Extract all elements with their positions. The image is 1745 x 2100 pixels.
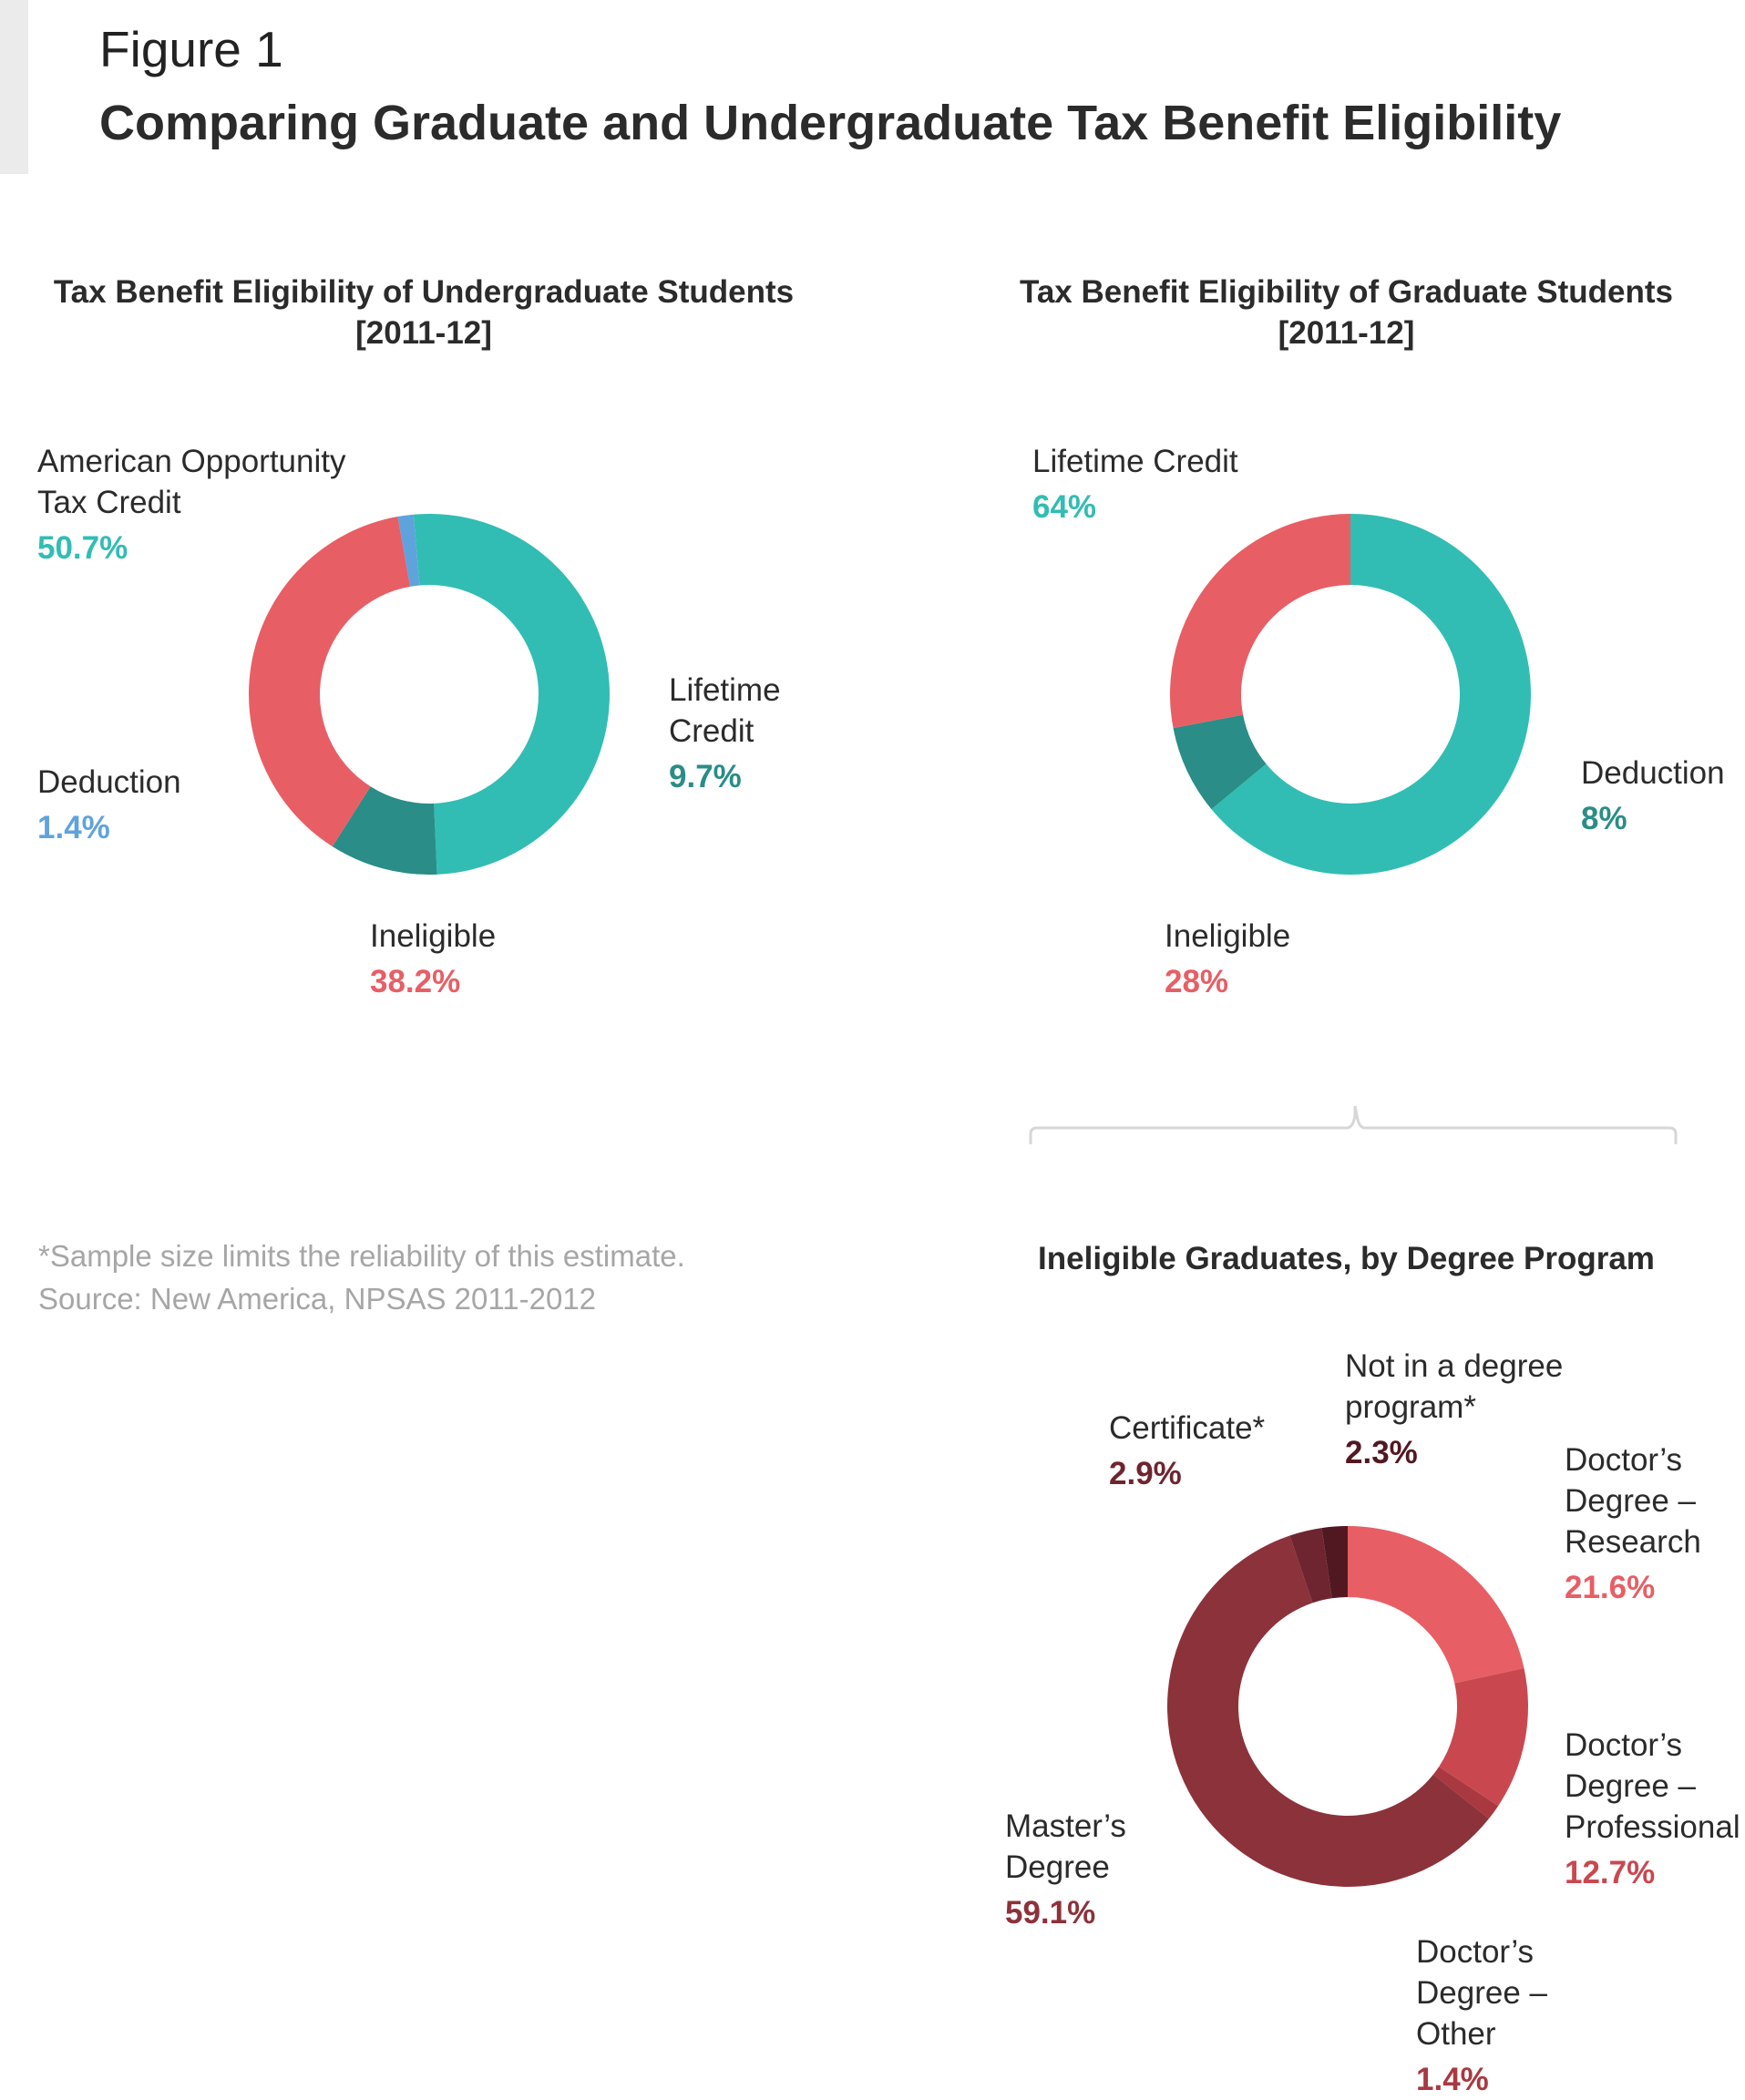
slice-label-line: Lifetime Credit	[1032, 444, 1238, 479]
slice-label-line: Deduction	[37, 764, 181, 800]
chart-title-year: [2011-12]	[355, 315, 492, 351]
donut-slice-not-in-a-degree-program	[1321, 1526, 1348, 1599]
slice-label-line: Master’s	[1005, 1808, 1126, 1844]
chart-title-line: Tax Benefit Eligibility of Undergraduate…	[53, 274, 795, 310]
slice-label-doctors-professional: Doctor’s Degree – Professional 12.7%	[1565, 1725, 1740, 1893]
footnote-source: Source: New America, NPSAS 2011-2012	[38, 1282, 597, 1316]
slice-label-deduction: Deduction 8%	[1581, 753, 1725, 839]
slice-label-line: Credit	[669, 713, 754, 749]
slice-label-line: Tax Credit	[37, 485, 181, 520]
donut-chart-graduate	[1170, 514, 1531, 875]
slice-value: 1.4%	[37, 810, 110, 845]
chart-title-line: Tax Benefit Eligibility of Graduate Stud…	[1020, 274, 1673, 310]
slice-label-line: Degree –	[1416, 1975, 1547, 2011]
slice-label-line: Doctor’s	[1565, 1442, 1683, 1478]
slice-label-line: American Opportunity	[37, 444, 346, 479]
donut-slice-deduction	[1173, 714, 1267, 810]
slice-value: 9.7%	[669, 759, 742, 794]
slice-label-line: Degree –	[1565, 1483, 1696, 1519]
accent-bar	[0, 0, 28, 174]
slice-label-lifetime-credit: Lifetime Credit 9.7%	[669, 670, 781, 797]
slice-value: 2.9%	[1109, 1456, 1182, 1491]
slice-value: 50.7%	[37, 530, 128, 566]
chart-title-line: Ineligible Graduates, by Degree Program	[1038, 1241, 1655, 1276]
donut-slice-doctor-s-degree-other	[1432, 1767, 1499, 1819]
slice-value: 64%	[1032, 489, 1097, 525]
page-title: Comparing Graduate and Undergraduate Tax…	[99, 96, 1562, 150]
donut-slice-doctor-s-degree-professional	[1439, 1668, 1528, 1807]
slice-value: 59.1%	[1005, 1895, 1096, 1931]
slice-label-line: Professional	[1565, 1809, 1740, 1845]
slice-label-line: Not in a degree	[1345, 1348, 1564, 1384]
chart-title-degree-program: Ineligible Graduates, by Degree Program	[948, 1238, 1745, 1279]
slice-label-line: Deduction	[1581, 755, 1725, 791]
slice-value: 1.4%	[1416, 2062, 1489, 2097]
chart-title-undergraduate: Tax Benefit Eligibility of Undergraduate…	[18, 271, 829, 353]
slice-label-line: Ineligible	[1165, 918, 1291, 954]
slice-label-line: Ineligible	[370, 918, 497, 954]
donut-slice-deduction	[397, 514, 420, 587]
donut-slice-american-opportunity-tax-credit	[413, 513, 611, 875]
slice-label-deduction: Deduction 1.4%	[37, 762, 181, 848]
slice-value: 12.7%	[1565, 1855, 1656, 1890]
footnote: *Sample size limits the reliability of t…	[38, 1234, 685, 1320]
slice-label-line: Degree	[1005, 1849, 1110, 1885]
donut-chart-undergraduate	[249, 513, 611, 875]
slice-label-line: Certificate*	[1109, 1410, 1266, 1446]
slice-label-not-in-degree: Not in a degree program* 2.3%	[1345, 1346, 1563, 1473]
slice-label-ineligible: Ineligible 38.2%	[370, 916, 496, 1002]
slice-label-line: Lifetime	[669, 672, 781, 708]
slice-label-line: program*	[1345, 1389, 1476, 1425]
slice-label-line: Other	[1416, 2016, 1496, 2052]
footnote-note: *Sample size limits the reliability of t…	[38, 1239, 685, 1273]
slice-label-lifetime-credit: Lifetime Credit 64%	[1032, 441, 1238, 528]
slice-value: 8%	[1581, 801, 1627, 836]
chart-title-year: [2011-12]	[1278, 315, 1415, 351]
slice-label-line: Doctor’s	[1416, 1934, 1535, 1970]
slice-label-line: Degree –	[1565, 1768, 1696, 1804]
slice-value: 21.6%	[1565, 1570, 1656, 1605]
slice-label-masters: Master’s Degree 59.1%	[1005, 1806, 1126, 1933]
donut-slice-doctor-s-degree-research	[1348, 1526, 1524, 1684]
slice-label-doctors-research: Doctor’s Degree – Research 21.6%	[1565, 1439, 1701, 1608]
figure-label: Figure 1	[99, 21, 283, 77]
slice-value: 28%	[1165, 964, 1229, 999]
donut-slice-lifetime-credit	[332, 786, 437, 875]
donut-slice-master-s-degree	[1167, 1535, 1489, 1887]
donut-slice-ineligible	[1170, 514, 1350, 729]
donut-slice-certificate	[1289, 1528, 1332, 1603]
chart-title-graduate: Tax Benefit Eligibility of Graduate Stud…	[948, 271, 1745, 353]
donut-slice-lifetime-credit	[1211, 514, 1531, 875]
bracket-connector	[1029, 1105, 1678, 1144]
slice-label-certificate: Certificate* 2.9%	[1109, 1408, 1265, 1494]
slice-value: 2.3%	[1345, 1435, 1418, 1470]
slice-label-ineligible: Ineligible 28%	[1165, 916, 1290, 1002]
slice-label-line: Research	[1565, 1524, 1701, 1560]
donut-chart-degree-program	[1167, 1526, 1528, 1887]
slice-label-doctors-other: Doctor’s Degree – Other 1.4%	[1416, 1931, 1547, 2100]
slice-value: 38.2%	[370, 964, 461, 999]
slice-label-american-opportunity: American Opportunity Tax Credit 50.7%	[37, 441, 345, 569]
donut-slice-ineligible	[249, 517, 411, 847]
slice-label-line: Doctor’s	[1565, 1727, 1683, 1763]
